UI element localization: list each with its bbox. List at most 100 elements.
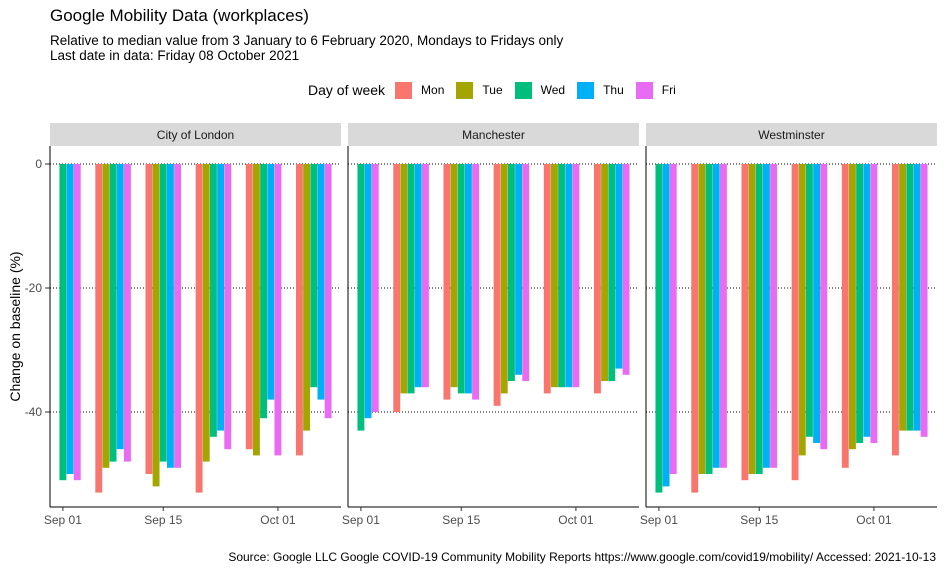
x-tick-label: Sep 15 <box>442 513 480 527</box>
legend-swatch-tue <box>456 81 474 99</box>
bar-manchester-day-14-wed <box>457 164 465 394</box>
x-tick-label: Oct 01 <box>558 513 594 527</box>
y-tick-label: -20 <box>25 281 43 295</box>
bar-westminster-day-19-mon <box>791 164 799 481</box>
bar-westminster-day-12-mon <box>741 164 749 481</box>
bar-westminster-day-7-wed <box>705 164 713 474</box>
bar-city-of-london-day-6-tue <box>102 164 110 468</box>
bar-westminster-day-22-thu <box>813 164 821 443</box>
legend-item-fri: Fri <box>635 81 676 99</box>
bar-manchester-day-21-wed <box>507 164 515 381</box>
bar-manchester-day-29-thu <box>565 164 573 388</box>
bar-city-of-london-day-33-mon <box>295 164 303 456</box>
y-tick-label: -40 <box>25 405 43 419</box>
legend-swatch-wed <box>514 81 532 99</box>
legend-label-fri: Fri <box>661 83 676 97</box>
legend-item-tue: Tue <box>456 81 503 99</box>
bar-manchester-day-36-thu <box>615 164 623 369</box>
facet-strip-westminster <box>646 123 937 146</box>
y-tick-label: 0 <box>35 157 42 171</box>
legend-label-wed: Wed <box>540 83 566 97</box>
x-tick-label: Sep 01 <box>640 513 678 527</box>
bar-westminster-day-20-tue <box>798 164 806 456</box>
bar-manchester-day-8-thu <box>414 164 422 388</box>
bar-manchester-day-16-fri <box>472 164 480 400</box>
bar-westminster-day-2-fri <box>669 164 677 474</box>
legend-item-thu: Thu <box>577 81 624 99</box>
legend-swatch-mon <box>395 81 413 99</box>
bar-manchester-day-9-fri <box>421 164 429 388</box>
legend-item-wed: Wed <box>514 81 566 99</box>
bar-manchester-day-1-thu <box>364 164 372 419</box>
bar-city-of-london-day-12-mon <box>145 164 153 474</box>
bar-westminster-day-37-fri <box>920 164 928 437</box>
legend-label-thu: Thu <box>603 83 624 97</box>
bar-westminster-day-13-tue <box>748 164 756 474</box>
x-tick-label: Oct 01 <box>260 513 296 527</box>
bar-westminster-day-27-tue <box>848 164 856 450</box>
facet-label-city-of-london: City of London <box>157 128 234 142</box>
bar-westminster-day-15-thu <box>762 164 770 468</box>
bar-westminster-day-16-fri <box>770 164 778 468</box>
bar-westminster-day-23-fri <box>820 164 828 450</box>
bar-manchester-day-33-mon <box>593 164 601 394</box>
bar-city-of-london-day-9-fri <box>123 164 131 462</box>
bar-westminster-day-6-tue <box>698 164 706 474</box>
legend-label-mon: Mon <box>421 83 445 97</box>
chart-subtitle-line-2: Last date in data: Friday 08 October 202… <box>50 48 300 63</box>
bar-city-of-london-day-30-fri <box>274 164 282 456</box>
bar-westminster-day-9-fri <box>719 164 727 468</box>
legend-swatch-fri <box>635 81 653 99</box>
facet-label-manchester: Manchester <box>462 128 525 142</box>
facet-strip-manchester <box>348 123 639 146</box>
x-tick-label: Sep 15 <box>144 513 182 527</box>
bar-manchester-day-12-mon <box>443 164 451 400</box>
bar-westminster-day-1-thu <box>662 164 670 487</box>
source-caption: Source: Google LLC Google COVID-19 Commu… <box>228 550 936 564</box>
bar-manchester-day-27-tue <box>550 164 558 388</box>
y-axis-title: Change on baseline (%) <box>7 251 23 401</box>
bar-city-of-london-day-21-wed <box>209 164 217 437</box>
bar-westminster-day-21-wed <box>805 164 813 437</box>
bar-manchester-day-15-thu <box>464 164 472 394</box>
bar-manchester-day-2-fri <box>371 164 379 412</box>
bar-westminster-day-14-wed <box>755 164 763 474</box>
bar-city-of-london-day-13-tue <box>152 164 160 487</box>
bar-city-of-london-day-14-wed <box>159 164 167 462</box>
chart-title: Google Mobility Data (workplaces) <box>50 6 309 25</box>
bar-manchester-day-37-fri <box>622 164 630 375</box>
bar-city-of-london-day-1-thu <box>66 164 74 474</box>
facet-label-westminster: Westminster <box>758 128 824 142</box>
bar-city-of-london-day-37-fri <box>324 164 332 419</box>
bar-city-of-london-day-28-wed <box>260 164 268 419</box>
bar-westminster-day-0-wed <box>655 164 663 493</box>
bar-manchester-day-20-tue <box>500 164 508 394</box>
bar-city-of-london-day-5-mon <box>95 164 103 493</box>
legend-swatch-thu <box>577 81 595 99</box>
bar-city-of-london-day-8-thu <box>116 164 124 450</box>
bar-city-of-london-day-19-mon <box>195 164 203 493</box>
x-tick-label: Oct 01 <box>856 513 892 527</box>
bar-westminster-day-34-tue <box>899 164 907 431</box>
bar-city-of-london-day-34-tue <box>303 164 311 431</box>
bar-city-of-london-day-7-wed <box>109 164 117 462</box>
facet-strip-city-of-london <box>50 123 341 146</box>
bar-manchester-day-28-wed <box>558 164 566 388</box>
bar-manchester-day-7-wed <box>407 164 415 394</box>
bar-manchester-day-22-thu <box>515 164 523 375</box>
x-tick-label: Sep 15 <box>740 513 778 527</box>
chart-subtitle-line-1: Relative to median value from 3 January … <box>50 33 564 48</box>
bar-city-of-london-day-36-thu <box>317 164 325 400</box>
bar-westminster-day-29-thu <box>863 164 871 437</box>
bar-westminster-day-36-thu <box>913 164 921 431</box>
bar-westminster-day-8-thu <box>712 164 720 468</box>
bar-westminster-day-33-mon <box>891 164 899 456</box>
legend-label-tue: Tue <box>482 83 503 97</box>
bar-city-of-london-day-15-thu <box>166 164 174 468</box>
bar-manchester-day-30-fri <box>572 164 580 388</box>
bar-westminster-day-35-wed <box>906 164 914 431</box>
bar-westminster-day-30-fri <box>870 164 878 443</box>
bar-city-of-london-day-29-thu <box>267 164 275 400</box>
bar-westminster-day-26-mon <box>841 164 849 468</box>
